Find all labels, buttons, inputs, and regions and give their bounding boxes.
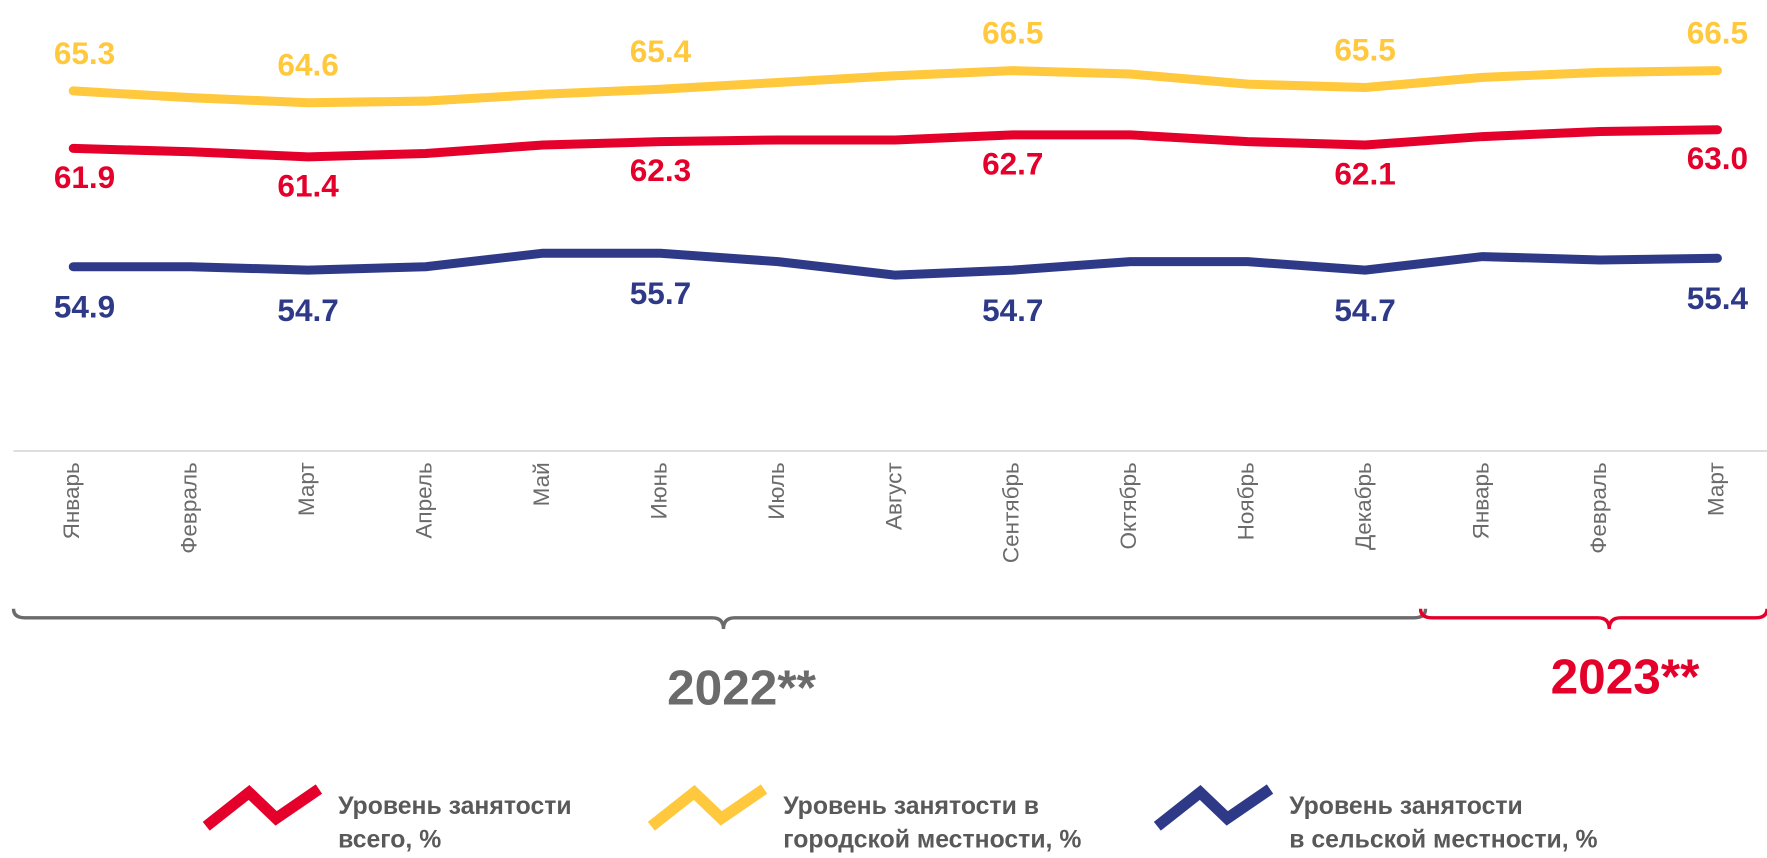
x-tick-label: Декабрь [1351,462,1376,550]
legend-entry: Уровень занятости всего, % [338,791,572,854]
period-label: 2022** [667,660,817,716]
x-tick-label: Июль [764,462,789,519]
series-line [68,125,1722,162]
legend-label: Уровень занятости в городской местности,… [783,791,1082,854]
x-tick-label: Ноябрь [1234,462,1259,540]
data-label: 64.6 [277,47,338,83]
x-tick-label: Август [881,462,906,530]
data-label: 62.7 [982,145,1043,181]
period-brace [1418,608,1767,630]
period-label: 2023** [1551,648,1701,704]
data-label: 65.3 [54,35,115,71]
legend-entry: Уровень занятости в городской местности,… [783,791,1082,854]
data-label: 62.1 [1334,155,1395,191]
legend-label: Уровень занятости всего, % [338,791,572,854]
x-tick-label: Сентябрь [999,462,1024,563]
x-tick-label: Февраль [177,462,202,554]
data-label: 62.3 [630,152,691,188]
data-label: 61.9 [54,159,115,195]
x-tick-label: Апрель [412,462,437,538]
data-label: 61.4 [277,167,339,203]
legend-icon [647,784,768,831]
data-label: 66.5 [982,15,1043,51]
period-brace [11,608,1428,630]
x-tick-label: Октябрь [1116,462,1141,549]
x-tick-label: Январь [1468,462,1493,539]
legend-label: Уровень занятости в сельской местности, … [1289,791,1598,854]
data-label: 65.4 [630,33,692,69]
data-label: 66.5 [1687,15,1748,51]
data-label: 54.9 [54,288,115,324]
data-label: 55.4 [1687,280,1749,316]
legend-entry: Уровень занятости в сельской местности, … [1289,791,1598,854]
x-tick-label: Январь [59,462,84,539]
data-label: 54.7 [1334,292,1395,328]
x-tick-label: Февраль [1586,462,1611,554]
data-label: 63.0 [1687,140,1748,176]
series-line [68,66,1722,108]
data-label: 65.5 [1334,31,1395,67]
data-label: 55.7 [630,275,691,311]
x-tick-label: Май [529,462,554,506]
legend-icon [1153,784,1274,831]
data-label: 54.7 [982,292,1043,328]
x-tick-label: Март [1703,462,1728,516]
x-tick-label: Март [294,462,319,516]
x-tick-label: Июнь [646,462,671,519]
data-label: 54.7 [277,292,338,328]
legend-icon [202,784,323,831]
series-line [68,248,1722,280]
